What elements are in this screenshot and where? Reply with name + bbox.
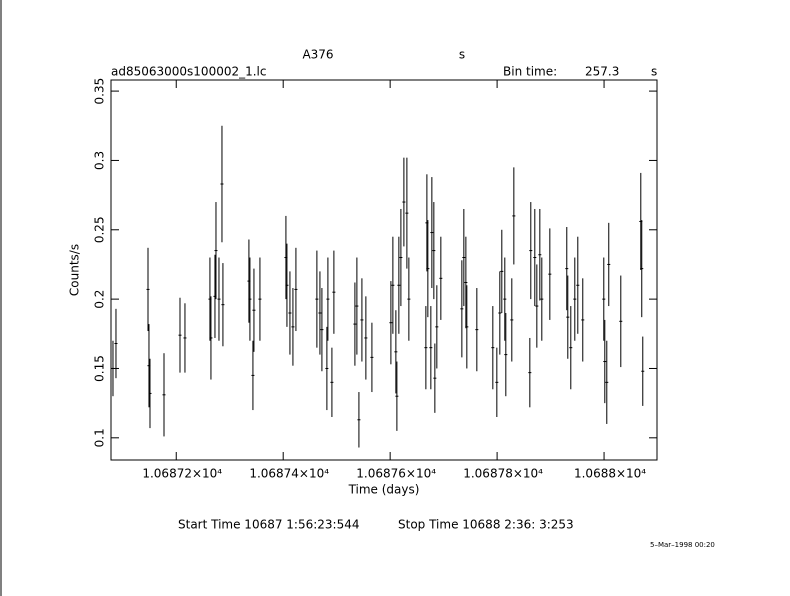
timestamp: 5–Mar–1998 00:20 xyxy=(650,541,715,549)
x-tick-label: 1.06872×10⁴ xyxy=(142,467,222,481)
x-tick-label: 1.0688×10⁴ xyxy=(574,467,646,481)
stop-time: Stop Time 10688 2:36: 3:253 xyxy=(398,518,574,532)
x-tick-label: 1.06874×10⁴ xyxy=(249,467,329,481)
chart-title: A376 xyxy=(302,48,333,62)
y-tick-label: 0.2 xyxy=(93,290,107,309)
bin-time-unit: s xyxy=(651,65,657,79)
x-tick-label: 1.06878×10⁴ xyxy=(463,467,543,481)
y-tick-label: 0.25 xyxy=(93,216,107,243)
y-tick-label: 0.1 xyxy=(93,428,107,447)
y-axis-label: Counts/s xyxy=(68,244,82,296)
bin-time: 257.3 xyxy=(585,65,619,79)
x-axis-label: Time (days) xyxy=(348,483,420,497)
x-tick-label: 1.06876×10⁴ xyxy=(356,467,436,481)
y-tick-label: 0.15 xyxy=(93,355,107,382)
y-tick-label: 0.35 xyxy=(93,78,107,105)
filename: ad85063000s100002_1.lc xyxy=(111,65,267,79)
plot-frame xyxy=(110,79,658,461)
y-tick-label: 0.3 xyxy=(93,151,107,170)
start-time: Start Time 10687 1:56:23:544 xyxy=(178,518,360,532)
bin-time-label: Bin time: xyxy=(503,65,557,79)
title-unit: s xyxy=(459,48,465,62)
